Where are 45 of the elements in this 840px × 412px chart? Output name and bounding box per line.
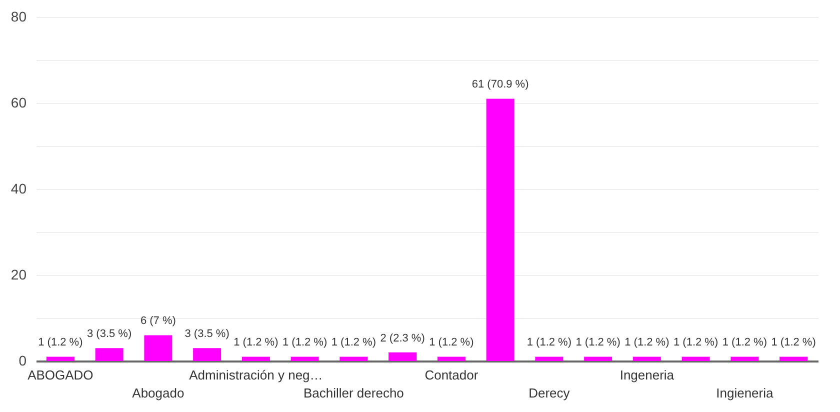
x-tick-label: Derecy (528, 386, 570, 400)
x-tick-label: Abogado (132, 386, 184, 400)
bar (780, 356, 808, 361)
x-tick-label: Administración y neg… (189, 368, 323, 382)
data-label: 1 (1.2 %) (429, 336, 474, 349)
bar (290, 356, 319, 361)
x-tick-label: Bachiller derecho (303, 386, 404, 400)
data-label: 3 (3.5 %) (184, 328, 230, 340)
y-tick-label: 40 (10, 180, 27, 196)
data-label: 1 (1.2 %) (771, 336, 816, 349)
data-label: 1 (1.2 %) (234, 336, 278, 349)
data-label: 1 (1.2 %) (576, 336, 620, 349)
data-label: 61 (70.9 %) (472, 78, 529, 91)
data-label: 1 (1.2 %) (38, 336, 83, 349)
data-label: 1 (1.2 %) (624, 336, 670, 349)
x-tick-label: Ingeneria (620, 368, 675, 382)
bar (632, 356, 661, 361)
data-label: 3 (3.5 %) (86, 328, 132, 340)
bar (437, 356, 466, 361)
y-tick-label: 20 (10, 266, 27, 282)
x-tick-label: Contador (424, 368, 479, 382)
bar (144, 335, 172, 361)
bar (730, 356, 759, 361)
bar (242, 356, 270, 361)
y-tick-label: 60 (10, 94, 27, 110)
data-label: 1 (1.2 %) (282, 336, 328, 349)
bar (340, 356, 368, 361)
bar (193, 348, 222, 361)
bar (682, 356, 710, 361)
data-label: 1 (1.2 %) (673, 336, 718, 349)
bar (535, 356, 564, 361)
bar (46, 356, 74, 361)
bar (95, 348, 124, 361)
bar (584, 356, 612, 361)
y-tick-label: 0 (18, 352, 27, 368)
data-label: 1 (1.2 %) (526, 336, 572, 349)
data-label: 1 (1.2 %) (722, 336, 768, 349)
y-tick-label: 80 (10, 8, 27, 24)
bar (388, 352, 417, 361)
data-label: 1 (1.2 %) (331, 336, 376, 349)
x-tick-label: ABOGADO (28, 368, 94, 382)
bar (486, 98, 514, 361)
data-label: 6 (7 %) (140, 315, 176, 328)
data-label: 2 (2.3 %) (380, 332, 425, 344)
x-tick-label: Ingieneria (716, 386, 774, 400)
